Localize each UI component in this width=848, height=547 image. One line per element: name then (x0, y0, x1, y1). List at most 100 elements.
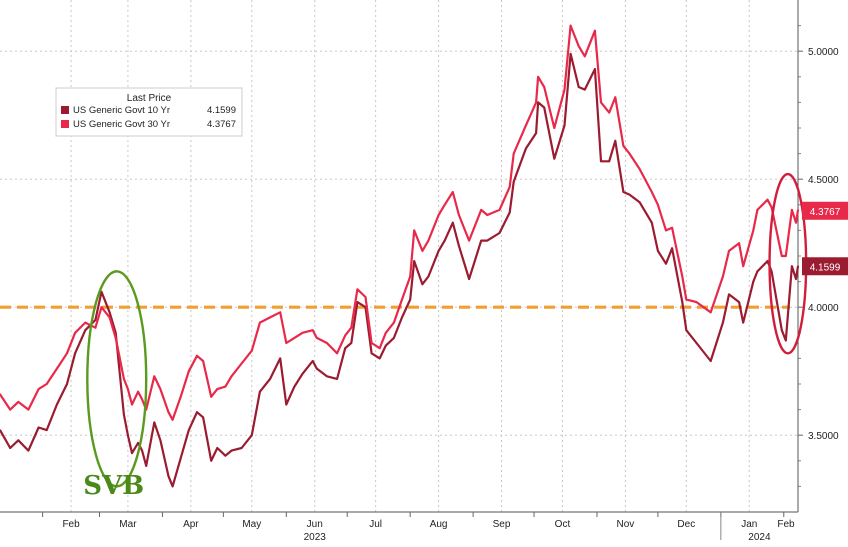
data-point (84, 329, 87, 332)
data-point (393, 337, 395, 339)
data-point (577, 45, 580, 47)
data-point (650, 221, 653, 224)
data-point (535, 132, 537, 135)
data-point (791, 209, 793, 211)
data-point (742, 265, 745, 268)
data-point (628, 193, 631, 196)
data-point (56, 367, 58, 370)
data-point (344, 334, 347, 337)
data-point (563, 124, 566, 127)
data-point (409, 298, 412, 301)
data-point (543, 86, 546, 88)
data-point (498, 209, 501, 211)
data-point (131, 403, 133, 406)
data-point (356, 301, 359, 303)
data-point (17, 401, 20, 403)
data-point (141, 398, 144, 401)
data-point (269, 378, 271, 380)
data-point (0, 393, 1, 396)
data-point (279, 357, 282, 360)
data-point (665, 229, 667, 232)
data-point (293, 337, 296, 339)
data-point (443, 203, 446, 206)
data-point (370, 352, 373, 355)
data-point (401, 298, 403, 301)
legend-swatch (61, 106, 69, 114)
data-point (600, 101, 602, 104)
data-point (766, 198, 769, 201)
data-point (315, 337, 318, 339)
data-point (37, 426, 40, 429)
data-point (437, 214, 440, 216)
data-point (285, 403, 288, 406)
data-point (269, 316, 271, 319)
data-point (240, 362, 243, 365)
data-point (553, 157, 556, 160)
data-point (123, 378, 125, 380)
data-point (770, 206, 773, 209)
y-tick-label: 4.0000 (808, 303, 839, 314)
data-point (722, 321, 724, 324)
data-point (657, 250, 659, 252)
data-point (356, 288, 359, 291)
data-point (94, 319, 97, 321)
data-point (421, 250, 424, 252)
data-point (795, 221, 797, 224)
data-point (301, 331, 304, 334)
x-tick-label: Dec (677, 519, 695, 530)
y-tick-label: 5.0000 (808, 47, 839, 58)
data-point (9, 447, 12, 449)
data-point (413, 229, 416, 232)
data-point (525, 147, 527, 150)
data-point (563, 88, 566, 91)
data-point (202, 360, 205, 362)
data-point (685, 298, 688, 301)
data-point (66, 352, 68, 355)
data-point (709, 360, 712, 362)
data-point (378, 357, 381, 360)
data-point (94, 326, 97, 329)
data-point (638, 168, 641, 170)
data-point (127, 434, 129, 437)
data-point (202, 416, 205, 419)
y-tick-label: 4.5000 (808, 175, 839, 186)
x-tick-label: May (242, 519, 261, 530)
y-tick-label: 3.5000 (808, 431, 839, 442)
data-point (594, 68, 596, 70)
data-point (784, 339, 787, 342)
legend-value: 4.3767 (207, 119, 236, 130)
data-point (159, 388, 162, 390)
data-point (259, 321, 261, 324)
data-point (512, 152, 515, 155)
data-point (123, 413, 125, 416)
x-tick-label: Jul (369, 519, 382, 530)
data-point (171, 418, 174, 421)
data-point (614, 139, 617, 142)
data-point (752, 229, 755, 232)
x-tick-label: Nov (617, 519, 635, 530)
x-tick-label: Feb (62, 519, 80, 530)
data-point (326, 375, 328, 378)
data-point (657, 203, 659, 206)
data-point (409, 275, 412, 278)
svb-annotation-label: SVB (83, 471, 144, 501)
legend-box (55, 87, 243, 137)
data-point (795, 278, 797, 280)
data-point (27, 449, 30, 452)
badge-value: 4.3767 (810, 207, 841, 218)
data-point (738, 301, 740, 303)
data-point (393, 321, 395, 324)
data-point (738, 242, 740, 245)
data-point (159, 439, 162, 442)
legend-label: US Generic Govt 10 Yr (73, 105, 170, 116)
data-point (451, 221, 454, 224)
data-point (187, 429, 190, 431)
data-point (543, 106, 546, 109)
data-point (350, 326, 353, 329)
data-point (37, 388, 40, 390)
data-point (728, 293, 730, 296)
data-point (742, 321, 745, 324)
data-point (66, 383, 68, 385)
series-line-10yr (0, 52, 800, 488)
